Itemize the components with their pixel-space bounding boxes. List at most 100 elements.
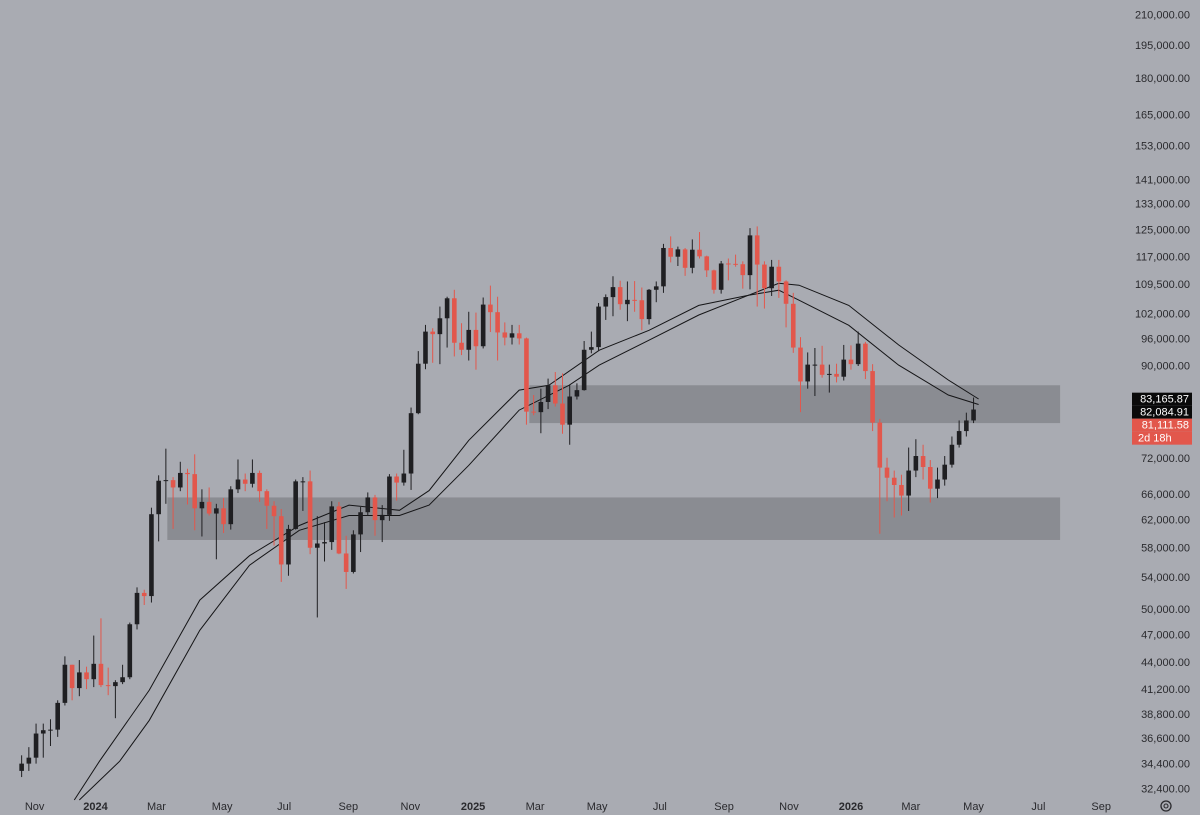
y-tick-label: 133,000.00 bbox=[1135, 199, 1190, 211]
y-tick-label: 180,000.00 bbox=[1135, 73, 1190, 85]
candle-body bbox=[286, 528, 291, 565]
candle-body bbox=[394, 476, 399, 483]
candle-body bbox=[574, 390, 580, 397]
x-tick-label: Jul bbox=[1031, 801, 1045, 813]
candle-body bbox=[790, 303, 796, 348]
candle-body bbox=[156, 480, 161, 515]
candle-body bbox=[430, 331, 435, 335]
x-tick-label: May bbox=[587, 801, 608, 813]
candle-body bbox=[437, 318, 443, 335]
candle-body bbox=[343, 553, 349, 572]
candle-body bbox=[949, 444, 955, 465]
candle-body bbox=[48, 729, 53, 731]
candle-body bbox=[98, 663, 104, 686]
y-tick-label: 72,000.00 bbox=[1141, 453, 1190, 465]
settings-icon[interactable] bbox=[1160, 800, 1172, 812]
candle-body bbox=[610, 287, 616, 298]
y-tick-label: 141,000.00 bbox=[1135, 174, 1190, 186]
candle-body bbox=[524, 338, 529, 412]
candle-body bbox=[372, 497, 378, 521]
candle-body bbox=[567, 396, 573, 425]
candle-body bbox=[704, 256, 710, 271]
candle-body bbox=[935, 479, 940, 489]
candle-body bbox=[776, 266, 782, 282]
candle-body bbox=[733, 263, 738, 265]
candle-body bbox=[315, 543, 320, 548]
candle-body bbox=[105, 685, 111, 687]
countdown-box bbox=[1132, 431, 1192, 445]
price-label-box bbox=[1132, 405, 1192, 419]
y-tick-label: 41,200.00 bbox=[1141, 684, 1190, 696]
candle-body bbox=[163, 480, 169, 482]
candle-body bbox=[40, 730, 46, 734]
candle-body bbox=[192, 474, 198, 509]
candle-body bbox=[329, 506, 335, 543]
candle-body bbox=[653, 286, 659, 290]
candle-body bbox=[589, 347, 594, 350]
x-tick-label: 2026 bbox=[839, 801, 863, 813]
candle-body bbox=[113, 682, 118, 687]
y-tick-label: 109,500.00 bbox=[1135, 279, 1190, 291]
candle-body bbox=[84, 672, 89, 680]
x-tick-label: May bbox=[963, 801, 984, 813]
y-tick-label: 66,000.00 bbox=[1141, 489, 1190, 501]
candle-body bbox=[127, 624, 133, 678]
candle-body bbox=[625, 299, 630, 305]
y-tick-label: 210,000.00 bbox=[1135, 9, 1190, 21]
x-tick-label: Mar bbox=[526, 801, 545, 813]
x-axis: Nov 2024 Mar May Jul Sep Nov 2025 Mar May Jul Sep No… bbox=[25, 801, 1111, 813]
candle-body bbox=[552, 385, 558, 404]
x-tick-label: Nov bbox=[401, 801, 421, 813]
candle-body bbox=[408, 413, 414, 474]
x-tick-label: 2024 bbox=[83, 801, 108, 813]
y-tick-label: 117,000.00 bbox=[1136, 252, 1190, 264]
candle-body bbox=[214, 508, 219, 514]
candle-body bbox=[26, 757, 32, 764]
candle-body bbox=[942, 464, 948, 480]
candle-body bbox=[473, 329, 479, 347]
candle-body bbox=[870, 371, 875, 423]
candle-body bbox=[538, 401, 544, 413]
candle-body bbox=[581, 349, 587, 391]
candle-body bbox=[690, 249, 695, 268]
y-tick-label: 62,000.00 bbox=[1141, 515, 1190, 527]
candle-body bbox=[351, 534, 356, 572]
y-tick-label: 32,400.00 bbox=[1141, 784, 1190, 796]
candle-body bbox=[697, 249, 702, 257]
candle-body bbox=[336, 506, 342, 554]
candle-body bbox=[783, 281, 789, 304]
y-tick-label: 50,000.00 bbox=[1141, 604, 1190, 616]
candle-body bbox=[841, 359, 847, 377]
candle-body bbox=[906, 470, 911, 496]
price-label: 83,165.87 bbox=[1140, 394, 1189, 406]
candle-body bbox=[199, 501, 205, 509]
candle-body bbox=[387, 476, 392, 515]
candle-body bbox=[502, 332, 508, 338]
candle-body bbox=[55, 702, 60, 730]
candle-body bbox=[91, 663, 97, 680]
candle-body bbox=[726, 263, 731, 265]
candle-body bbox=[221, 508, 226, 525]
countdown: 2d 18h bbox=[1138, 433, 1172, 445]
candle-body bbox=[459, 342, 464, 350]
candle-body bbox=[632, 299, 637, 301]
y-tick-label: 47,000.00 bbox=[1141, 629, 1190, 641]
candle-body bbox=[798, 347, 803, 382]
x-tick-label: Mar bbox=[901, 801, 920, 813]
candle-body bbox=[62, 664, 68, 703]
candle-body bbox=[956, 431, 962, 445]
candle-body bbox=[855, 343, 861, 365]
candle-body bbox=[646, 289, 652, 320]
y-axis: 210,000.00 195,000.00 180,000.00 165,000.00… bbox=[1135, 9, 1190, 796]
candle-body bbox=[466, 329, 472, 350]
candle-body bbox=[516, 333, 522, 339]
candle-body bbox=[423, 331, 428, 364]
candle-body bbox=[863, 343, 868, 372]
candle-body bbox=[257, 472, 262, 492]
moving-average-line bbox=[73, 289, 979, 801]
candle-body bbox=[488, 304, 493, 313]
x-tick-label: Nov bbox=[779, 801, 799, 813]
candle-body bbox=[149, 514, 154, 597]
y-tick-label: 102,000.00 bbox=[1135, 309, 1190, 321]
